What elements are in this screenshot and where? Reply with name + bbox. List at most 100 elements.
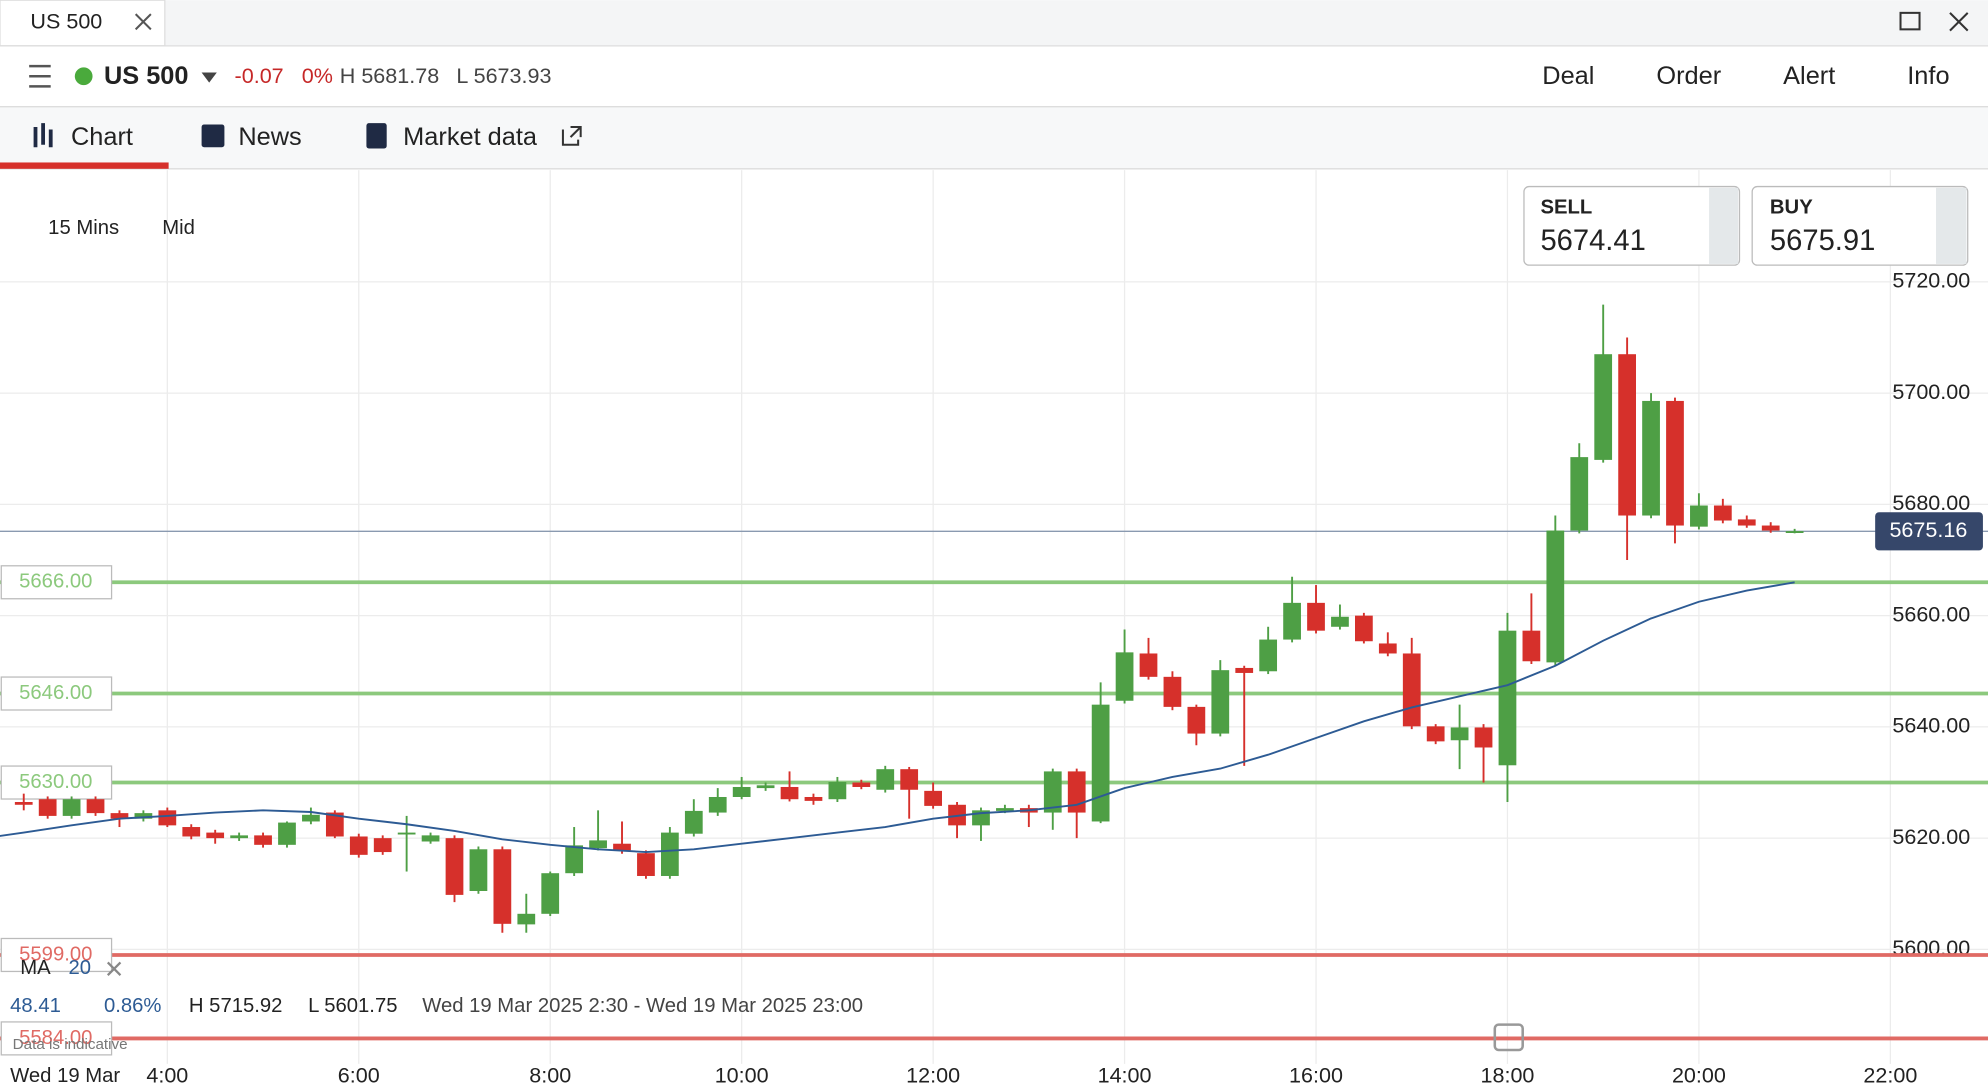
y-tick-label: 5620.00 [1892, 824, 1970, 849]
current-price-label: 5675.16 [1889, 517, 1967, 542]
y-tick-label: 5660.00 [1892, 601, 1970, 626]
chart-icon [33, 123, 53, 148]
level-label: 5599.00 [19, 943, 92, 965]
candle-body [373, 838, 392, 853]
level-label-box [0, 565, 113, 600]
candle-body [1761, 525, 1780, 531]
market-icon [366, 123, 387, 149]
ma-pct: 0.86% [104, 995, 161, 1017]
action[interactable]: Order [1656, 62, 1721, 90]
action[interactable]: Alert [1783, 62, 1835, 90]
x-tick-label: 10:00 [715, 1062, 769, 1087]
menu-icon[interactable] [29, 64, 51, 88]
buy-button[interactable] [1751, 185, 1969, 266]
x-tick-label: 18:00 [1481, 1062, 1535, 1087]
buy-price: 5675.91 [1770, 225, 1875, 257]
candle-body [421, 835, 440, 842]
candle-body [780, 786, 799, 800]
interval[interactable]: 15 Mins [48, 217, 119, 239]
candle-body [852, 782, 871, 787]
candle-body [1211, 670, 1230, 734]
ma-value: 48.41 [10, 995, 61, 1017]
candle-body [1402, 653, 1421, 727]
close-icon[interactable] [134, 13, 152, 31]
sell-button[interactable] [1523, 185, 1741, 266]
candle-body [661, 832, 679, 876]
candle-body [756, 785, 775, 789]
buy-label: BUY [1770, 196, 1813, 218]
level-label: 5584.00 [19, 1027, 92, 1049]
status-dot [74, 67, 93, 86]
candle-body [1331, 616, 1349, 627]
candle-body [349, 836, 368, 855]
date-label: Wed 19 Mar [10, 1065, 120, 1087]
nav-bar [0, 106, 1988, 169]
remove-ma[interactable] [106, 961, 122, 976]
candle-body [1570, 457, 1589, 531]
price-type[interactable]: Mid [162, 217, 195, 239]
candle-body [1690, 505, 1708, 527]
candle-body [254, 835, 272, 845]
nav-tab[interactable]: News [238, 123, 301, 151]
dropdown-icon[interactable] [201, 72, 217, 83]
level-label-box [0, 937, 113, 973]
level-label-box [0, 765, 113, 800]
candle-body [86, 799, 105, 814]
candle-body [1713, 505, 1732, 521]
sell-side [1709, 187, 1739, 264]
current-price-box [1875, 512, 1983, 551]
maximize-icon[interactable] [1899, 11, 1921, 31]
candle-body [1474, 727, 1493, 748]
date-bg [0, 1062, 142, 1091]
x-tick-label: 12:00 [906, 1062, 960, 1087]
candle-body [206, 832, 225, 839]
candle-body [1283, 602, 1301, 640]
candle-body [278, 822, 296, 845]
y-tick-label: 5640.00 [1892, 713, 1970, 738]
candle-body [804, 796, 823, 801]
change-pct: 0% [302, 63, 333, 88]
instrument[interactable]: US 500 [104, 62, 189, 90]
candle-body [14, 801, 33, 805]
low: L 5673.93 [456, 63, 551, 88]
range-high: H 5715.92 [189, 995, 283, 1017]
action[interactable]: Info [1907, 62, 1949, 90]
y-tick-label: 5680.00 [1892, 490, 1970, 515]
candle-body [1426, 726, 1445, 742]
tab[interactable] [0, 0, 166, 47]
candle-body [684, 810, 703, 834]
candle-body [1091, 704, 1110, 822]
candle-body [397, 832, 416, 835]
action[interactable]: Deal [1542, 62, 1594, 90]
candle-body [158, 810, 177, 826]
candle-body [541, 873, 560, 914]
candle-body [1594, 354, 1613, 460]
x-tick-label: 6:00 [338, 1062, 380, 1087]
level-label: 5646.00 [19, 682, 92, 704]
buy-side [1936, 187, 1967, 264]
candle-body [1043, 771, 1062, 813]
high: H 5681.78 [340, 63, 439, 88]
candle-body [1235, 667, 1254, 673]
candle-body [1666, 400, 1684, 526]
candle-body [230, 835, 248, 839]
x-tick-label: 8:00 [529, 1062, 571, 1087]
level-label: 5630.00 [19, 771, 92, 793]
candle-body [1785, 531, 1804, 533]
candle-body [134, 813, 153, 819]
range: Wed 19 Mar 2025 2:30 - Wed 19 Mar 2025 2… [422, 995, 863, 1017]
level-label: 5666.00 [19, 571, 92, 593]
nav-tab[interactable]: Market data [403, 123, 538, 151]
x-tick-label: 4:00 [146, 1062, 188, 1087]
ma-period: 20 [68, 957, 91, 979]
candle-body [1355, 615, 1373, 642]
x-tick-label: 20:00 [1672, 1062, 1726, 1087]
nav-tab[interactable]: Chart [71, 123, 133, 151]
x-tick-label: 14:00 [1098, 1062, 1152, 1087]
calendar-icon[interactable] [1493, 1023, 1524, 1052]
y-tick-label: 5720.00 [1892, 268, 1970, 293]
close-window-icon[interactable] [1949, 12, 1969, 32]
candle-body [732, 786, 751, 797]
plot: 4:00 6:00 8:00 10:00 12:00 14:00 16:00 18:00 20:… [0, 170, 1988, 1087]
